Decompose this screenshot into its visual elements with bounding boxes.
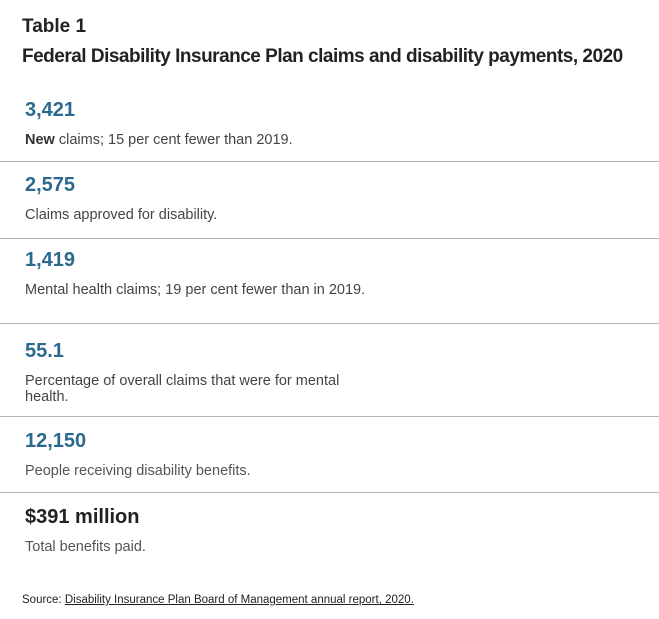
stat-mental-health-percentage: 55.1 Percentage of overall claims that w… [0, 324, 659, 417]
stat-value: 12,150 [25, 430, 87, 452]
stat-total-benefits: $391 million Total benefits paid. [0, 493, 659, 573]
stat-new-claims: 3,421 New claims; 15 per cent fewer than… [0, 86, 659, 162]
source-label: Source: [22, 594, 65, 606]
table-label: Table 1 [22, 16, 87, 37]
stat-mental-health-claims: 1,419 Mental health claims; 19 per cent … [0, 239, 659, 324]
table-title: Federal Disability Insurance Plan claims… [22, 46, 623, 67]
source-link[interactable]: Disability Insurance Plan Board of Manag… [64, 594, 414, 606]
stat-description: New claims; 15 per cent fewer than 2019. [25, 132, 370, 148]
stat-value: $391 million [25, 506, 140, 528]
stat-description: Total benefits paid. [25, 539, 146, 555]
stat-value: 2,575 [25, 174, 76, 196]
stat-description: Mental health claims; 19 per cent fewer … [25, 282, 366, 298]
stat-description: Percentage of overall claims that were f… [25, 373, 340, 405]
stat-value: 1,419 [25, 249, 76, 271]
source-note: Source: Disability Insurance Plan Board … [22, 594, 414, 606]
stat-description: People receiving disability benefits. [25, 463, 251, 479]
stat-description: Claims approved for disability. [25, 207, 218, 223]
stat-claims-approved: 2,575 Claims approved for disability. [0, 162, 659, 239]
stat-value: 55.1 [25, 340, 64, 362]
stat-people-receiving-benefits: 12,150 People receiving disability benef… [0, 417, 659, 493]
stat-value: 3,421 [25, 99, 76, 121]
stat-description-text: claims; 15 per cent fewer than 2019. [54, 132, 293, 148]
stat-description-strong: New [25, 132, 55, 148]
